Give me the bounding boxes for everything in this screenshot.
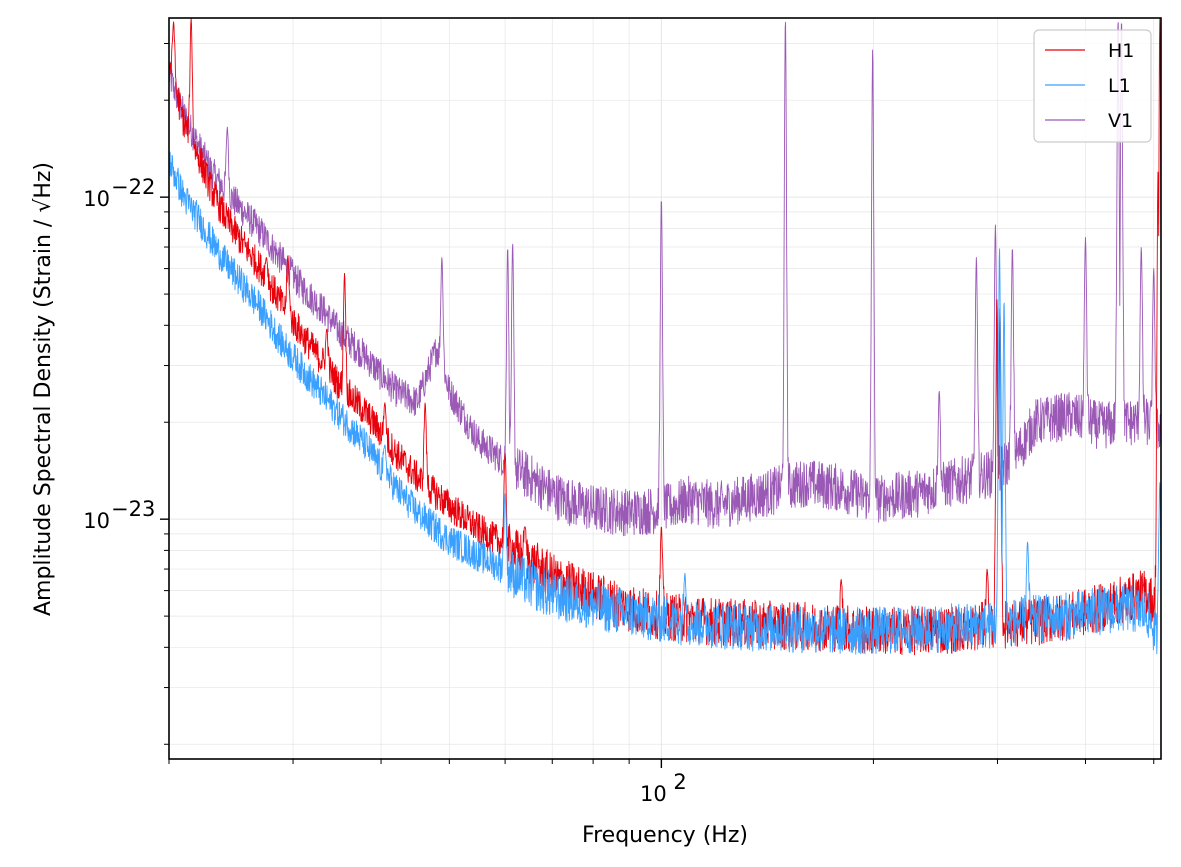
legend-label-l1: L1 [1108,75,1131,97]
y-tick-label-exponent: −22 [111,175,155,199]
series-line-v1 [169,21,1161,537]
series-line-h1 [169,18,1161,656]
x-tick-label-exponent: 2 [673,770,686,794]
plot-frame [168,17,1162,760]
legend-label-v1: V1 [1108,110,1133,132]
legend-label-h1: H1 [1108,40,1134,62]
x-axis-label: Frequency (Hz) [582,823,748,848]
y-tick-label-exponent: −23 [111,497,155,521]
x-tick-label: 10 [640,782,667,806]
legend: H1 L1 V1 [1033,29,1152,143]
y-tick-label: 10 [83,509,110,533]
series-group [169,18,1161,656]
y-tick-label: 10 [83,187,110,211]
series-line-l1 [169,151,1161,655]
legend-box [1033,29,1152,143]
y-axis-label: Amplitude Spectral Density (Strain / √Hz… [31,162,56,616]
